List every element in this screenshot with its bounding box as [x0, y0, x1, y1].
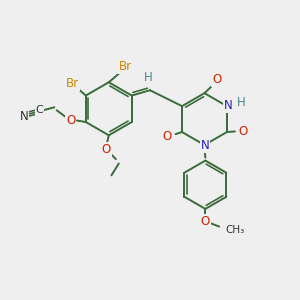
Text: O: O: [163, 130, 172, 143]
Text: O: O: [201, 215, 210, 228]
Text: N: N: [201, 139, 209, 152]
Text: H: H: [237, 96, 246, 109]
Text: O: O: [238, 125, 248, 138]
Text: O: O: [66, 114, 75, 127]
Text: C: C: [36, 105, 43, 115]
Text: CH₃: CH₃: [225, 225, 244, 235]
Text: O: O: [212, 74, 221, 86]
Text: N: N: [224, 99, 233, 112]
Text: N: N: [20, 110, 28, 123]
Text: Br: Br: [118, 61, 131, 74]
Text: Br: Br: [66, 77, 79, 90]
Text: O: O: [102, 143, 111, 156]
Text: H: H: [144, 71, 153, 84]
